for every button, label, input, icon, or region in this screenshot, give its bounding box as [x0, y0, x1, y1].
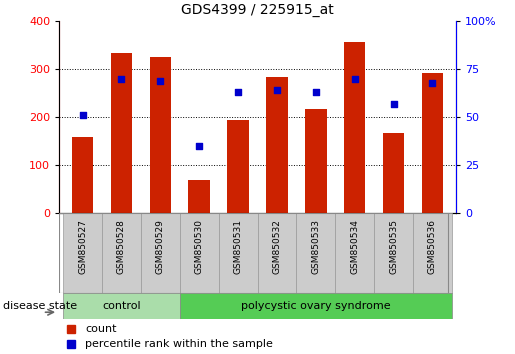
Text: GSM850535: GSM850535	[389, 219, 398, 274]
Point	[195, 143, 203, 149]
Point	[312, 90, 320, 95]
Point	[428, 80, 437, 86]
Point	[273, 87, 281, 93]
Text: control: control	[102, 301, 141, 311]
FancyBboxPatch shape	[219, 213, 258, 293]
Text: GSM850531: GSM850531	[234, 219, 243, 274]
FancyBboxPatch shape	[63, 213, 102, 293]
FancyBboxPatch shape	[413, 213, 452, 293]
Point	[78, 113, 87, 118]
Text: polycystic ovary syndrome: polycystic ovary syndrome	[241, 301, 391, 311]
Text: GSM850529: GSM850529	[156, 219, 165, 274]
Bar	[344, 42, 365, 213]
Point	[156, 78, 164, 84]
Bar	[111, 53, 132, 213]
Text: count: count	[85, 324, 116, 333]
Bar	[383, 133, 404, 213]
FancyBboxPatch shape	[258, 213, 296, 293]
Text: disease state: disease state	[3, 301, 77, 311]
FancyBboxPatch shape	[141, 213, 180, 293]
Bar	[266, 78, 288, 213]
Text: GSM850530: GSM850530	[195, 219, 204, 274]
Text: GSM850532: GSM850532	[272, 219, 281, 274]
FancyBboxPatch shape	[296, 213, 335, 293]
Bar	[63, 293, 180, 319]
Bar	[227, 120, 249, 213]
FancyBboxPatch shape	[102, 213, 141, 293]
Bar	[188, 180, 210, 213]
Text: GSM850528: GSM850528	[117, 219, 126, 274]
Bar	[422, 73, 443, 213]
Point	[389, 101, 398, 107]
Point	[234, 90, 242, 95]
FancyBboxPatch shape	[335, 213, 374, 293]
Text: GSM850534: GSM850534	[350, 219, 359, 274]
Point	[117, 76, 126, 82]
Text: GSM850536: GSM850536	[428, 219, 437, 274]
Title: GDS4399 / 225915_at: GDS4399 / 225915_at	[181, 4, 334, 17]
Bar	[305, 109, 327, 213]
Text: GSM850533: GSM850533	[311, 219, 320, 274]
Bar	[180, 293, 452, 319]
Text: GSM850527: GSM850527	[78, 219, 87, 274]
Point	[351, 76, 359, 82]
Bar	[150, 57, 171, 213]
FancyBboxPatch shape	[180, 213, 219, 293]
Bar	[72, 137, 93, 213]
Text: percentile rank within the sample: percentile rank within the sample	[85, 339, 273, 349]
FancyBboxPatch shape	[374, 213, 413, 293]
